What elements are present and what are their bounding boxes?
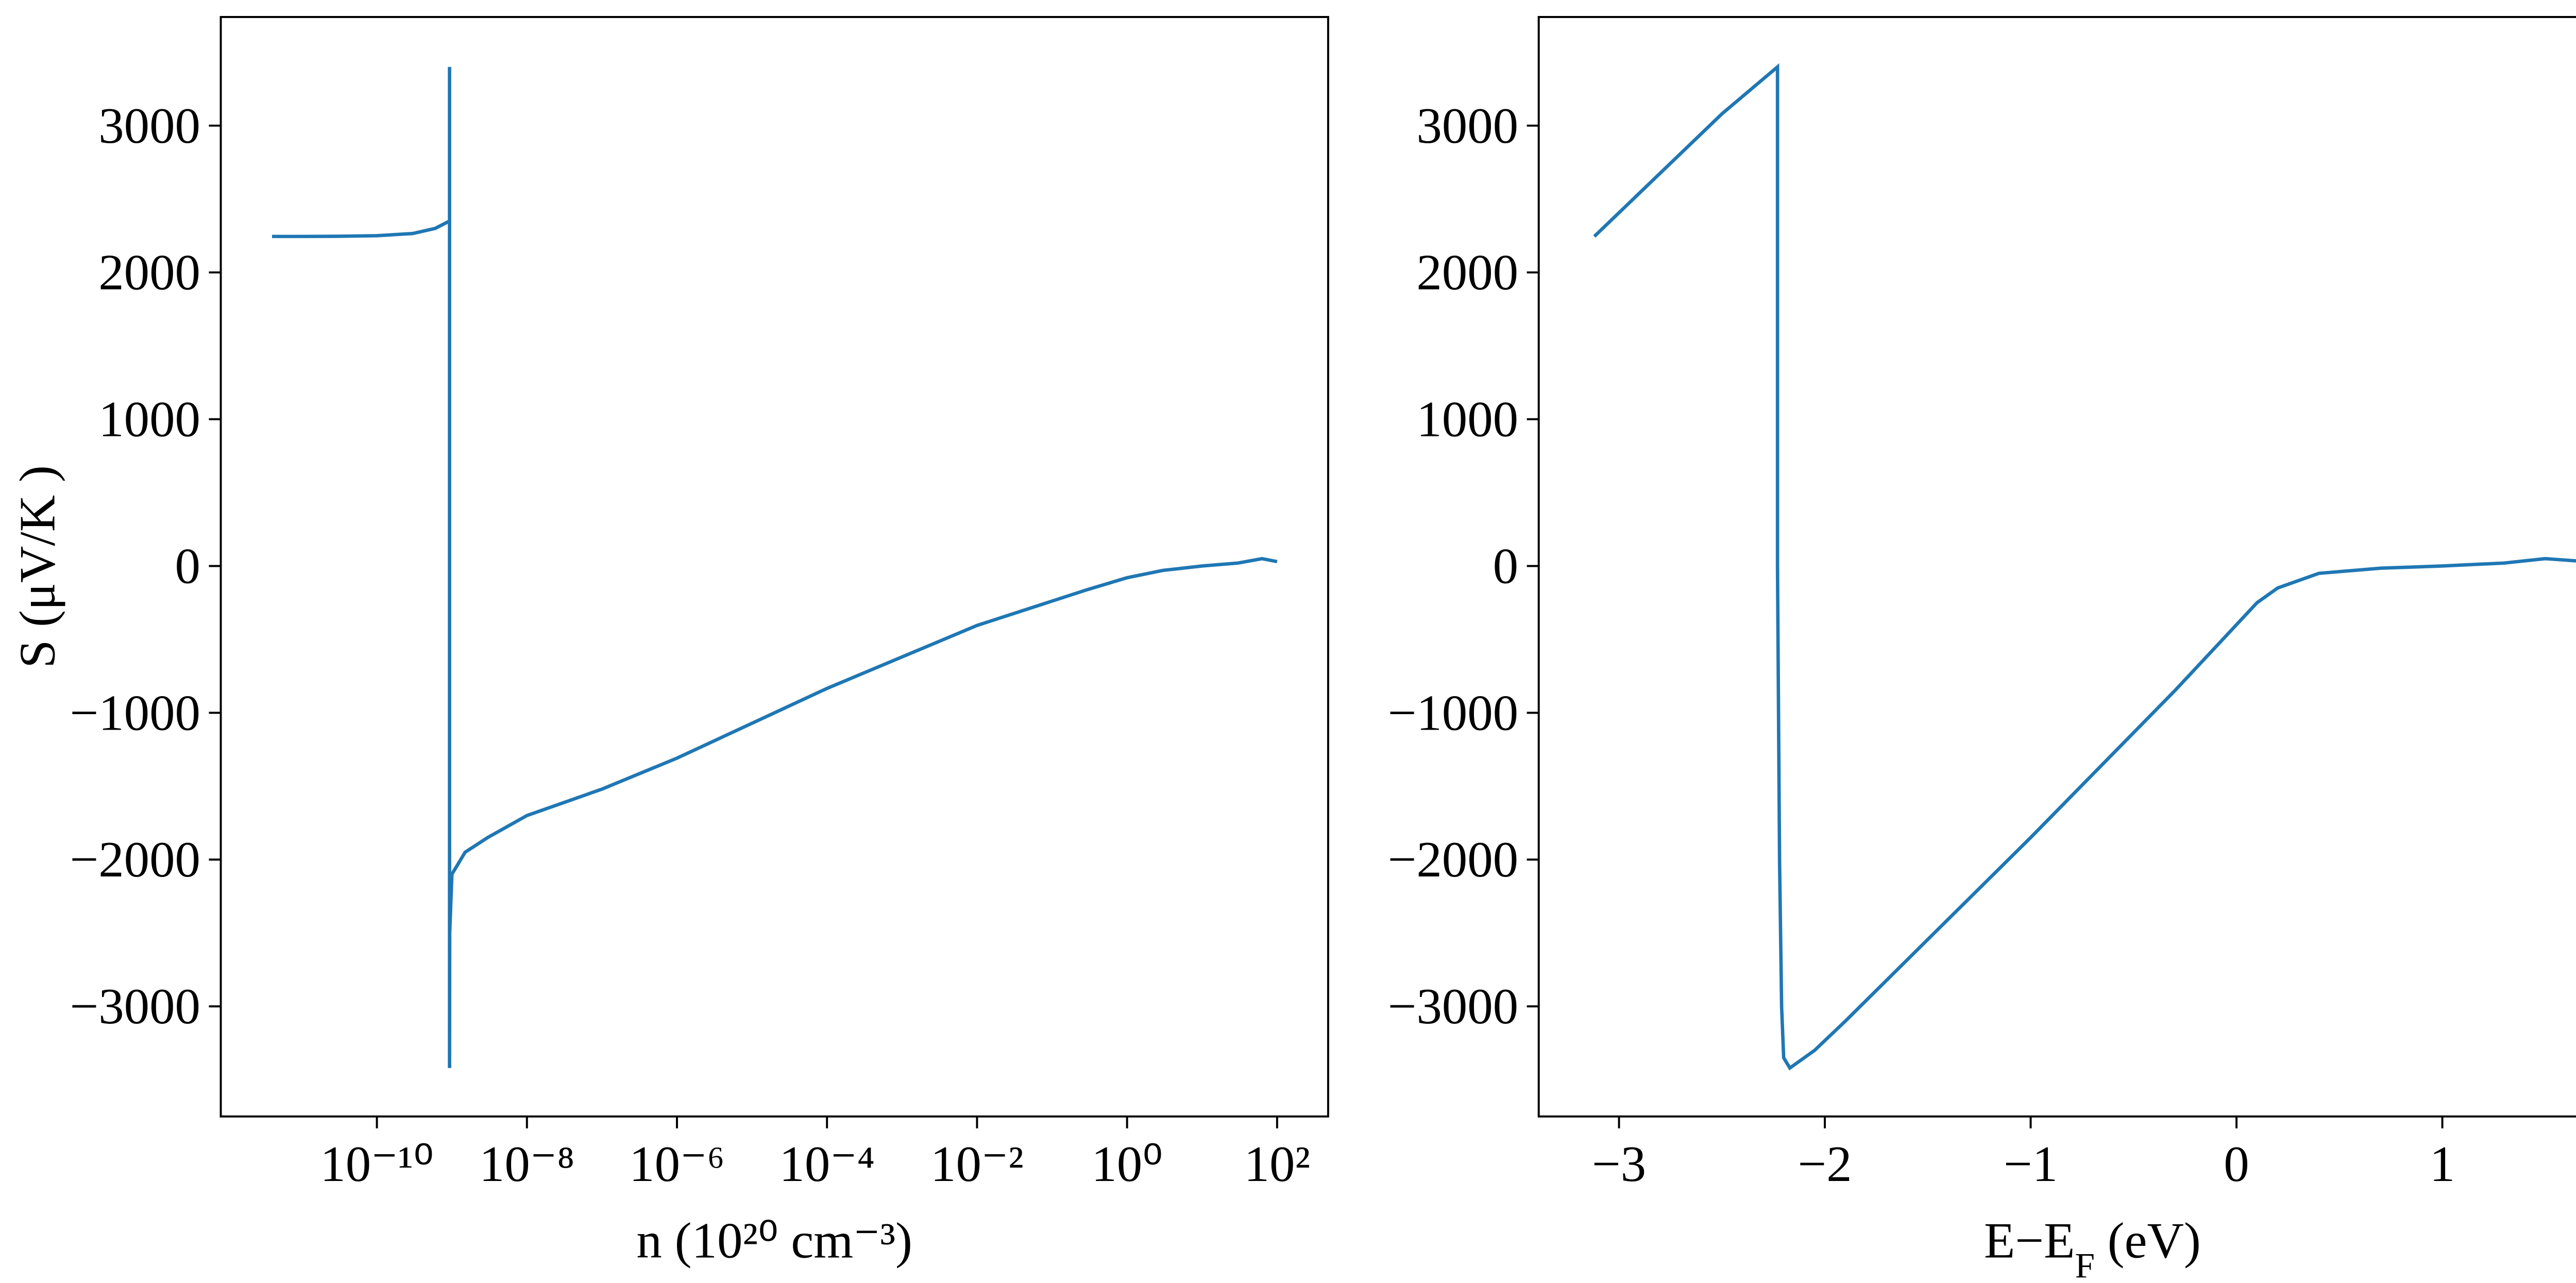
y-tick-label: 1000 [1416, 392, 1518, 448]
x-tick-label: 10⁻² [930, 1136, 1024, 1192]
y-tick-label: 2000 [1416, 245, 1518, 301]
y-tick-label: 3000 [98, 98, 200, 154]
data-line [1593, 63, 2576, 1071]
plot-frame [219, 16, 1329, 1118]
x-tick-label: 10² [1244, 1136, 1311, 1192]
x-tick-label: −1 [2004, 1136, 2058, 1192]
y-tick-label: −1000 [1388, 685, 1519, 741]
x-tick-label: 10⁰ [1091, 1136, 1163, 1192]
y-tick-label: 0 [175, 538, 200, 594]
x-tick-label: 0 [2224, 1136, 2249, 1192]
y-axis-label: S (μV/K ) [10, 465, 66, 668]
x-tick-label: 1 [2430, 1136, 2455, 1192]
x-tick-label: −3 [1592, 1136, 1646, 1192]
data-line [272, 66, 1278, 1068]
y-tick-label: 3000 [1416, 98, 1518, 154]
y-tick-label: −3000 [1388, 978, 1519, 1035]
y-tick-label: 1000 [98, 392, 200, 448]
x-axis-label: n (10²⁰ cm⁻³) [636, 1213, 912, 1269]
y-tick-label: −2000 [70, 832, 200, 888]
x-tick-label: −2 [1798, 1136, 1852, 1192]
y-tick-label: −1000 [70, 685, 200, 741]
y-tick-label: 0 [1493, 538, 1518, 594]
x-tick-label: 10⁻¹⁰ [320, 1136, 433, 1192]
y-tick-label: −3000 [70, 978, 200, 1035]
y-tick-label: −2000 [1388, 832, 1519, 888]
x-tick-label: 10⁻⁴ [779, 1136, 875, 1192]
x-tick-label: 10⁻⁸ [479, 1136, 575, 1192]
x-axis-label: E−EF (eV) [1984, 1213, 2201, 1283]
x-tick-label: 10⁻⁶ [629, 1136, 725, 1192]
y-tick-label: 2000 [98, 245, 200, 301]
